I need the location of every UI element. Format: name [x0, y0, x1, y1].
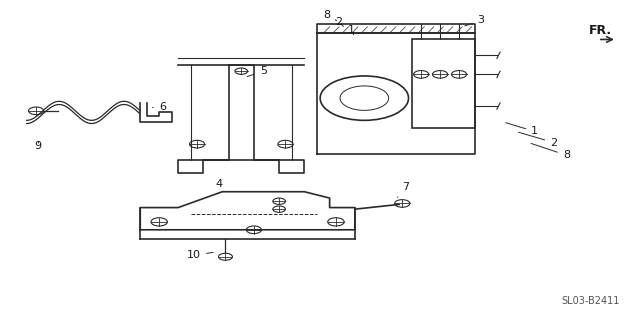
Text: 7: 7	[398, 182, 409, 197]
Text: 10: 10	[187, 250, 213, 260]
Text: 2: 2	[519, 132, 557, 148]
Text: 1: 1	[348, 25, 355, 35]
Text: 4: 4	[216, 179, 226, 192]
Text: 5: 5	[247, 66, 267, 77]
Text: SL03-B2411: SL03-B2411	[562, 296, 620, 306]
Text: 9: 9	[34, 141, 42, 151]
Text: 2: 2	[335, 17, 344, 27]
Text: 1: 1	[506, 123, 538, 136]
Text: 8: 8	[323, 10, 337, 20]
Text: 8: 8	[531, 143, 570, 160]
Text: FR.: FR.	[588, 24, 612, 36]
Text: 6: 6	[153, 102, 166, 112]
Text: 3: 3	[465, 15, 484, 26]
